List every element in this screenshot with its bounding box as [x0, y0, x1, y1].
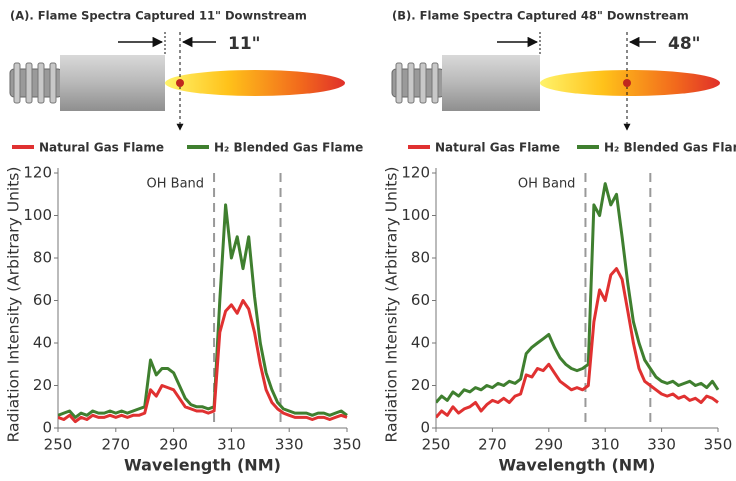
series-line	[58, 299, 348, 424]
y-tick-label: 0	[42, 419, 52, 437]
y-tick-label: 0	[420, 419, 430, 437]
y-tick-label: 80	[33, 249, 52, 267]
legend-label: Natural Gas Flame	[39, 141, 164, 155]
nozzle-fin	[49, 62, 57, 104]
x-tick-label: 310	[217, 436, 246, 454]
measure-dot	[176, 79, 184, 87]
y-tick-label: 20	[411, 376, 430, 394]
nozzle-fin	[37, 62, 45, 104]
band-label: OH Band	[518, 177, 576, 192]
x-tick-label: 270	[101, 436, 130, 454]
x-tick-label: 330	[647, 436, 676, 454]
x-tick-label: 350	[704, 436, 733, 454]
panel-title: (B). Flame Spectra Captured 48" Downstre…	[392, 9, 689, 23]
y-tick-label: 100	[23, 206, 52, 224]
y-axis-label: Radiation Intensity (Arbitrary Units)	[383, 167, 401, 443]
nozzle-fin	[407, 62, 415, 104]
burner	[60, 55, 165, 111]
x-tick-label: 250	[422, 436, 451, 454]
panel-title: (A). Flame Spectra Captured 11" Downstre…	[10, 9, 307, 23]
y-tick-label: 120	[23, 164, 52, 182]
y-axis-label: Radiation Intensity (Arbitrary Units)	[5, 167, 23, 443]
measure-dot	[623, 79, 631, 87]
x-axis-label: Wavelength (NM)	[124, 456, 281, 475]
x-tick-label: 350	[333, 436, 362, 454]
series-line	[58, 203, 348, 419]
y-tick-label: 60	[411, 291, 430, 309]
y-tick-label: 120	[401, 164, 430, 182]
series-line	[436, 182, 720, 404]
nozzle-fin	[419, 62, 427, 104]
legend-label: H₂ Blended Gas Flame	[604, 141, 736, 155]
x-tick-label: 290	[534, 436, 563, 454]
nozzle-fin	[395, 62, 403, 104]
distance-label: 11"	[228, 34, 261, 54]
x-tick-label: 250	[44, 436, 73, 454]
y-tick-label: 60	[33, 291, 52, 309]
flame	[165, 70, 345, 96]
x-tick-label: 330	[275, 436, 304, 454]
distance-label: 48"	[668, 34, 701, 54]
y-tick-label: 40	[411, 334, 430, 352]
nozzle-fin	[25, 62, 33, 104]
y-tick-label: 80	[411, 249, 430, 267]
y-tick-label: 40	[33, 334, 52, 352]
nozzle-fin	[13, 62, 21, 104]
burner	[442, 55, 540, 111]
x-tick-label: 270	[478, 436, 507, 454]
nozzle-fin	[431, 62, 439, 104]
band-label: OH Band	[147, 177, 205, 192]
legend-label: Natural Gas Flame	[435, 141, 560, 155]
y-tick-label: 20	[33, 376, 52, 394]
x-axis-label: Wavelength (NM)	[499, 456, 656, 475]
x-tick-label: 290	[159, 436, 188, 454]
legend-label: H₂ Blended Gas Flame	[214, 141, 363, 155]
y-tick-label: 100	[401, 206, 430, 224]
series-line	[436, 267, 719, 419]
x-tick-label: 310	[591, 436, 620, 454]
